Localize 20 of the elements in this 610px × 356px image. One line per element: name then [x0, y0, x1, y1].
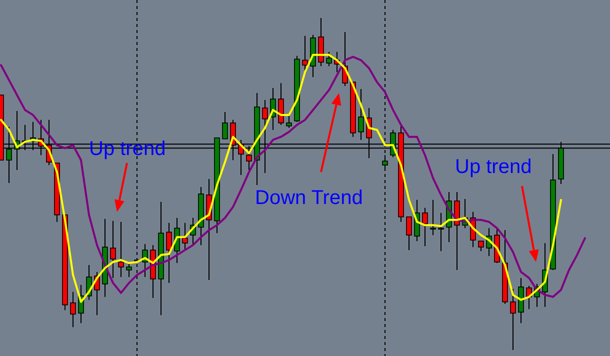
candlestick [358, 88, 364, 140]
candlestick [430, 199, 436, 236]
annotation: Up trend [455, 156, 532, 178]
candlestick [118, 221, 124, 278]
candlestick [110, 220, 116, 278]
candlestick [286, 114, 292, 128]
candlestick [422, 207, 428, 247]
candlestick [406, 216, 412, 251]
candlestick [278, 82, 284, 126]
candlestick [302, 35, 308, 71]
candlestick [126, 262, 132, 278]
candlestick [326, 51, 332, 67]
candlestick [510, 288, 516, 350]
annotation: Down Trend [255, 187, 363, 209]
candlestick [70, 291, 76, 328]
candlestick [182, 222, 188, 251]
candlestick [166, 222, 172, 284]
candlestick [478, 240, 484, 252]
candlestick [222, 111, 228, 140]
candlestick [438, 212, 444, 252]
